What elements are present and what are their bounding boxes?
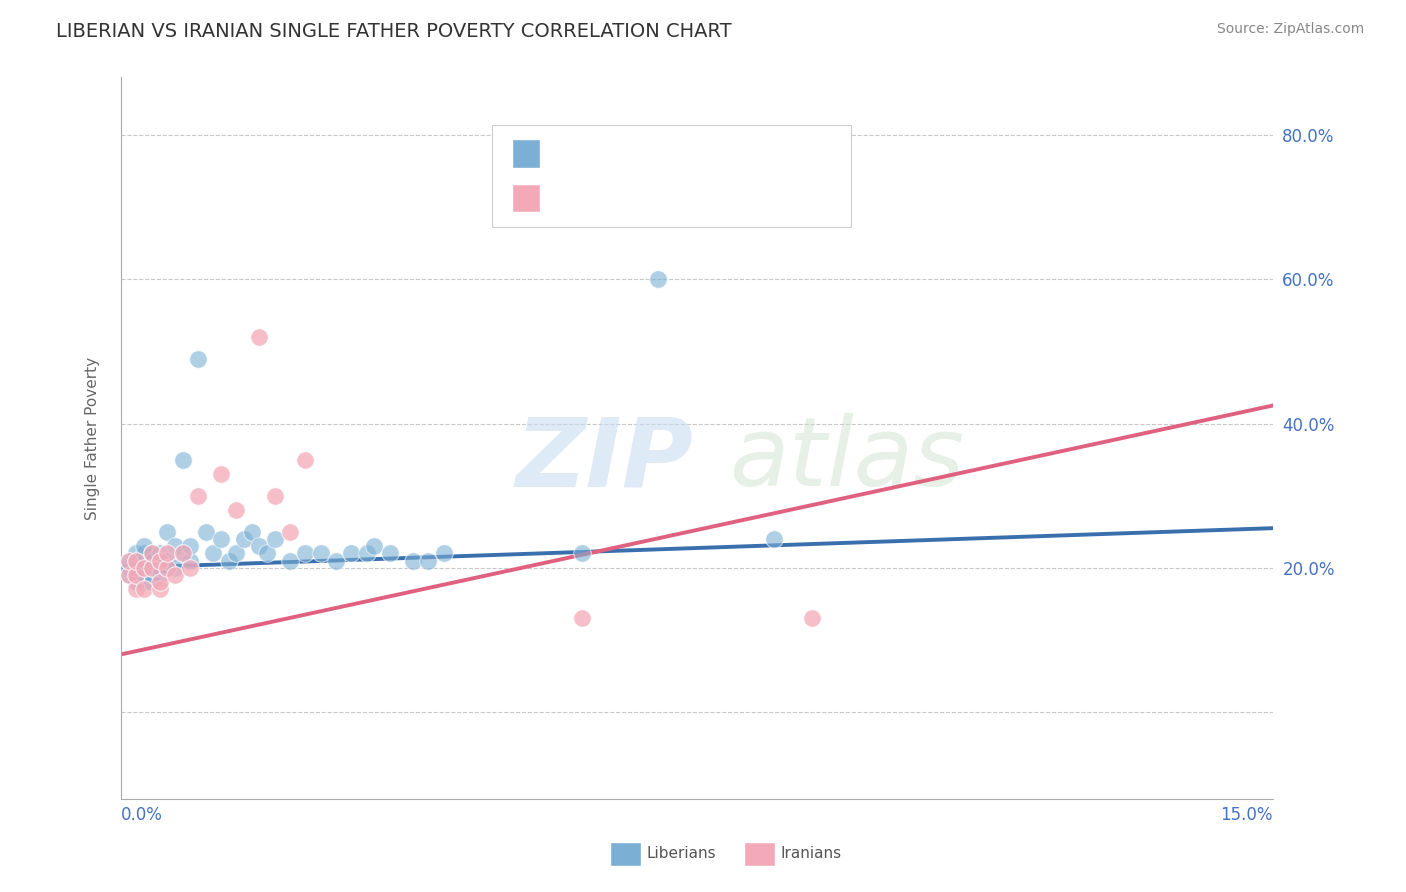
Point [156,561,179,575]
Point [118,561,141,575]
Point [247,539,270,553]
Point [148,554,170,568]
Point [125,554,148,568]
Point [225,546,247,560]
Point [118,554,141,568]
Point [209,467,232,481]
Point [156,561,179,575]
Point [571,611,593,625]
Point [647,272,669,286]
Point [134,568,156,582]
Text: R = 0.443: R = 0.443 [546,189,636,207]
Point [141,561,163,575]
Point [134,554,156,568]
Text: ZIP: ZIP [516,413,693,506]
Point [125,561,148,575]
Text: LIBERIAN VS IRANIAN SINGLE FATHER POVERTY CORRELATION CHART: LIBERIAN VS IRANIAN SINGLE FATHER POVERT… [56,22,733,41]
Point [148,575,170,590]
Point [762,532,785,546]
Point [156,524,179,539]
Point [134,582,156,597]
Point [402,554,425,568]
Point [378,546,401,560]
Point [432,546,454,560]
Point [141,568,163,582]
Point [340,546,363,560]
Point [356,546,378,560]
Point [225,503,247,517]
Point [418,554,440,568]
Point [187,351,209,366]
Point [134,539,156,553]
Point [134,575,156,590]
Point [172,452,194,467]
Point [202,546,225,560]
Text: 15.0%: 15.0% [1220,805,1272,824]
Point [118,568,141,582]
Point [256,546,278,560]
Point [156,554,179,568]
Point [148,554,170,568]
Text: N = 57: N = 57 [682,145,745,162]
Point [134,561,156,575]
Point [141,546,163,560]
Point [240,524,263,539]
Point [209,532,232,546]
Point [125,582,148,597]
Point [125,575,148,590]
Point [118,568,141,582]
Point [148,568,170,582]
Text: Iranians: Iranians [780,847,841,861]
Point [172,546,194,560]
Point [263,532,285,546]
Point [141,554,163,568]
Text: R = 0.083: R = 0.083 [546,145,636,162]
Point [179,539,201,553]
Point [179,561,201,575]
Point [187,489,209,503]
Point [278,554,301,568]
Point [148,561,170,575]
Point [194,524,217,539]
Point [163,561,186,575]
Point [363,539,385,553]
Point [125,554,148,568]
Point [141,561,163,575]
Point [125,568,148,582]
Point [125,568,148,582]
Point [148,546,170,560]
Point [156,546,179,560]
Text: atlas: atlas [730,413,965,506]
Point [233,532,256,546]
Point [801,611,824,625]
Point [278,524,301,539]
Point [134,561,156,575]
Point [118,554,141,568]
Point [163,568,186,582]
Text: N = 26: N = 26 [682,189,745,207]
Point [294,546,316,560]
Text: Liberians: Liberians [647,847,717,861]
Point [148,582,170,597]
Point [141,546,163,560]
Point [247,330,270,344]
Point [163,539,186,553]
Point [571,546,593,560]
Point [325,554,347,568]
Point [263,489,285,503]
Y-axis label: Single Father Poverty: Single Father Poverty [86,357,100,519]
Text: 0.0%: 0.0% [121,805,163,824]
Point [141,575,163,590]
Text: Source: ZipAtlas.com: Source: ZipAtlas.com [1216,22,1364,37]
Point [218,554,240,568]
Point [134,546,156,560]
Point [179,554,201,568]
Point [125,546,148,560]
Point [172,546,194,560]
Point [294,452,316,467]
Point [309,546,332,560]
